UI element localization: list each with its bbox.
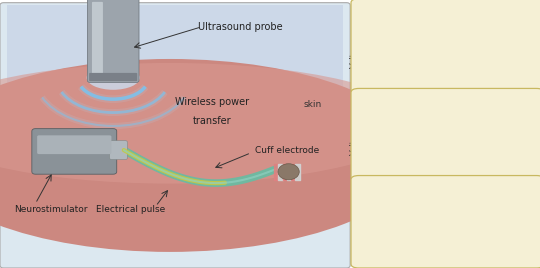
Text: Energy harvesting: Energy harvesting: [394, 3, 508, 13]
Circle shape: [363, 218, 380, 225]
Ellipse shape: [485, 223, 507, 231]
Text: skin: skin: [303, 100, 322, 109]
Text: Time: Time: [438, 185, 458, 194]
FancyBboxPatch shape: [0, 3, 350, 268]
FancyBboxPatch shape: [92, 2, 103, 79]
Text: transfer: transfer: [193, 116, 232, 126]
FancyBboxPatch shape: [87, 0, 139, 83]
Text: Ultrasound probe: Ultrasound probe: [198, 22, 283, 32]
Text: Time: Time: [438, 102, 458, 111]
Text: Electrical pulse: Electrical pulse: [96, 204, 165, 214]
Circle shape: [360, 220, 404, 236]
Ellipse shape: [0, 59, 417, 252]
FancyBboxPatch shape: [89, 73, 137, 81]
Ellipse shape: [0, 63, 417, 184]
Text: ii): ii): [367, 90, 380, 100]
Text: Neurostimulator: Neurostimulator: [14, 204, 87, 214]
Text: Voltage: Voltage: [350, 36, 359, 68]
Circle shape: [374, 226, 380, 228]
Ellipse shape: [375, 226, 444, 243]
Polygon shape: [479, 218, 514, 233]
Circle shape: [278, 164, 299, 180]
FancyBboxPatch shape: [7, 5, 343, 139]
FancyBboxPatch shape: [37, 135, 111, 154]
Text: iii): iii): [363, 179, 380, 189]
Text: Overactive bladder: Overactive bladder: [399, 179, 518, 189]
Text: (impedance control): (impedance control): [403, 93, 495, 102]
Text: (high-k materials): (high-k materials): [408, 5, 489, 14]
Ellipse shape: [86, 66, 140, 90]
FancyBboxPatch shape: [110, 141, 127, 159]
Circle shape: [363, 229, 367, 231]
Text: treatment: treatment: [417, 191, 480, 202]
Text: i): i): [367, 3, 376, 13]
Polygon shape: [479, 218, 514, 233]
Text: Pulse generation: Pulse generation: [399, 90, 505, 100]
FancyBboxPatch shape: [32, 129, 117, 174]
Text: Wireless power: Wireless power: [175, 97, 249, 107]
Text: Cuff electrode: Cuff electrode: [255, 146, 319, 155]
Text: Voltage: Voltage: [350, 123, 359, 155]
